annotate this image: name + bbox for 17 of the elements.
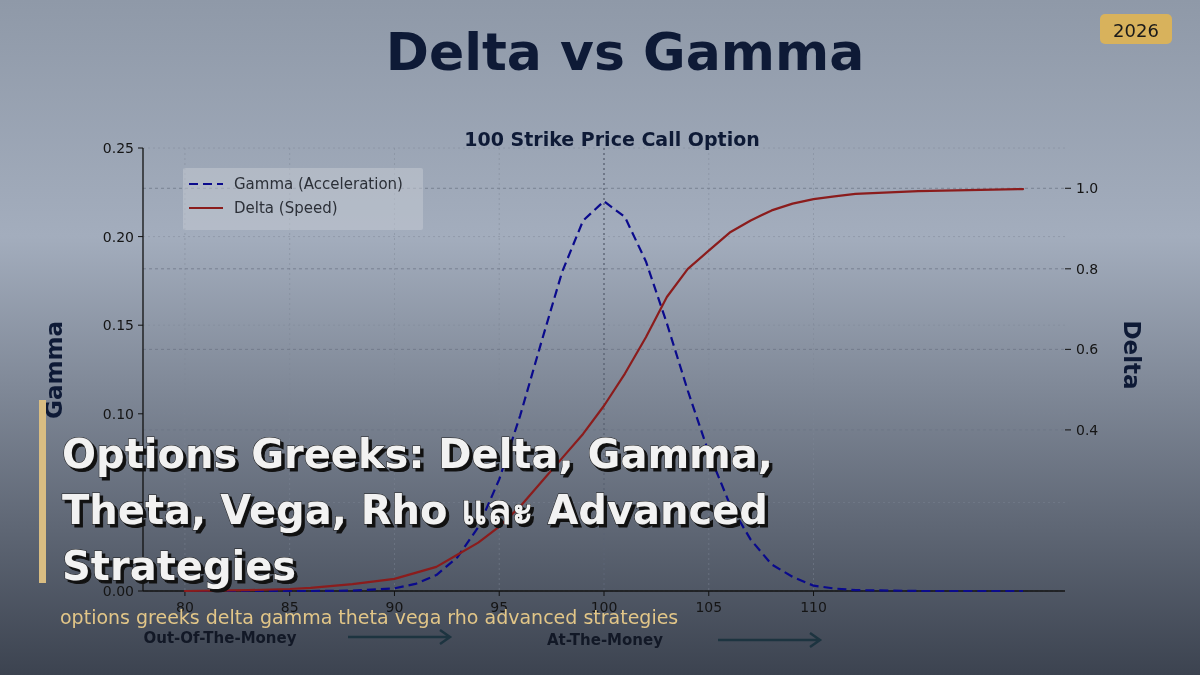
y-tick-label: 0.15 xyxy=(102,317,134,334)
y2-axis-title: Delta xyxy=(1119,320,1145,390)
x-tick-label: 110 xyxy=(800,599,827,615)
y2-tick-label: 0.8 xyxy=(1076,260,1099,277)
y2-tick-label: 1.0 xyxy=(1076,180,1099,197)
y-tick-label: 0.20 xyxy=(102,228,134,245)
y2-tick-label: 0.4 xyxy=(1076,421,1099,438)
legend-label: Delta (Speed) xyxy=(234,199,338,217)
y-tick-label: 0.10 xyxy=(102,405,134,422)
x-tick-label: 105 xyxy=(695,599,723,615)
y2-tick-label: 0.6 xyxy=(1076,341,1099,358)
y-axis-title: Gamma xyxy=(41,321,67,419)
legend-label: Gamma (Acceleration) xyxy=(234,175,403,193)
chart-subtitle: 100 Strike Price Call Option xyxy=(464,128,760,150)
text: 2026 xyxy=(1113,20,1159,41)
y-tick-label: 0.25 xyxy=(102,140,134,156)
chart-title: Delta vs Gamma xyxy=(385,22,865,82)
